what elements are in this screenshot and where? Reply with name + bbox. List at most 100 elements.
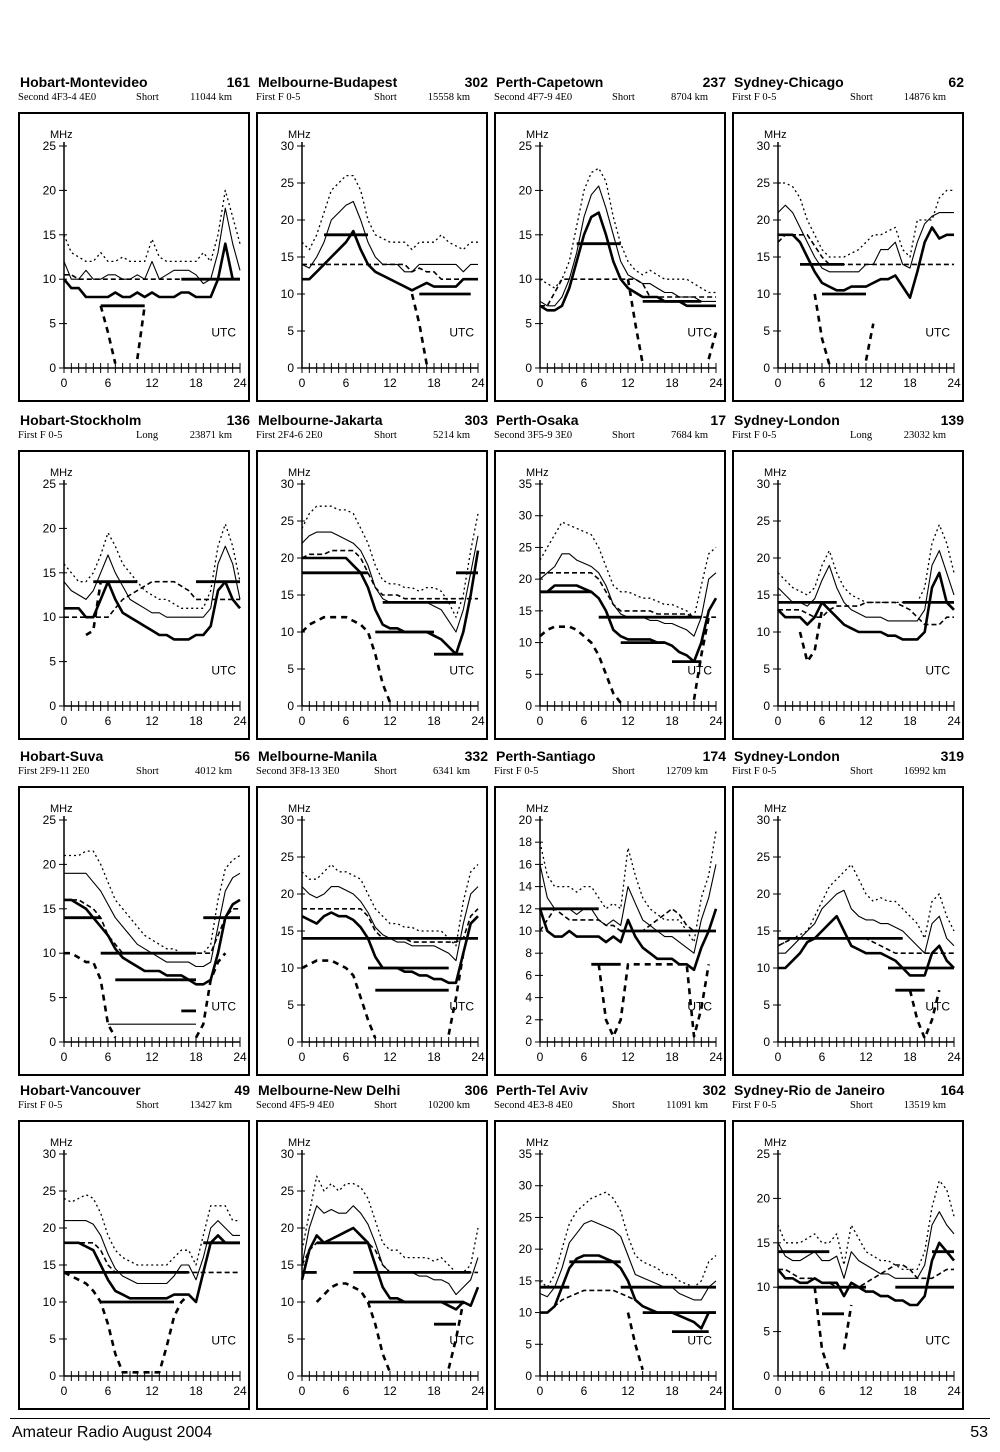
series-line-thin — [539, 1220, 717, 1301]
chart-mode: First 2F4-6 2E0 — [256, 430, 323, 441]
series-line-dashed — [778, 601, 954, 626]
series-line-thick — [538, 908, 718, 972]
y-tick-label: 16 — [519, 857, 533, 871]
chart-title: Hobart-Stockholm — [20, 412, 142, 428]
utc-label: UTC — [925, 999, 950, 1013]
chart-frame: 0 6 12 18 24 0 5 10 15 20 25 30 35 MHz UTC — [494, 1120, 726, 1410]
chart-frame: 0 6 12 18 24 0 5 10 15 20 25 30 MHz UTC — [256, 1120, 488, 1410]
x-tick-label: 24 — [709, 376, 723, 390]
chart-title: Hobart-Montevideo — [20, 74, 148, 90]
y-tick-label: 5 — [49, 655, 56, 669]
x-tick-label: 24 — [471, 1050, 485, 1064]
series-line-dashed — [302, 263, 478, 280]
y-tick-label: 20 — [43, 521, 57, 535]
footer-magazine: Amateur Radio August 2004 — [12, 1424, 213, 1441]
y-tick-label: 5 — [763, 662, 770, 676]
y-tick-label: 20 — [757, 213, 771, 227]
x-tick-label: 6 — [581, 1050, 588, 1064]
x-tick-label: 18 — [427, 1384, 441, 1398]
y-tick-label: 0 — [763, 361, 770, 375]
series-line-dashed-thick — [813, 293, 875, 365]
y-tick-label: 35 — [519, 477, 533, 491]
chart-frame: 0 6 12 18 24 0 5 10 15 20 25 30 MHz UTC — [256, 786, 488, 1076]
x-tick-label: 24 — [947, 1050, 961, 1064]
y-tick-label: 30 — [43, 1147, 57, 1161]
series-line-thick — [64, 1234, 240, 1304]
series-line-dashed-thick — [301, 952, 465, 1039]
x-tick-label: 6 — [819, 1050, 826, 1064]
series-line-thick — [776, 1241, 956, 1307]
chart-frame: 0 6 12 18 24 0 5 10 15 20 25 MHz UTC — [18, 450, 250, 740]
utc-label: UTC — [925, 1333, 950, 1347]
chart-header: Hobart-Montevideo 161 Second 4F3-4 4E0 Shor… — [18, 74, 252, 112]
y-axis-label: MHz — [288, 803, 311, 815]
series-line-dashed-thick — [539, 616, 710, 704]
y-tick-label: 25 — [757, 514, 771, 528]
chart-panel: Perth-Tel Aviv 302 Second 4E3-8 4E0 Short 11… — [494, 1082, 728, 1410]
series-line-dashed-thick — [301, 615, 392, 703]
y-tick-label: 0 — [763, 1369, 770, 1383]
y-axis-label: MHz — [288, 1137, 311, 1149]
x-tick-label: 6 — [105, 1050, 112, 1064]
x-tick-label: 12 — [145, 714, 159, 728]
utc-label: UTC — [211, 325, 236, 339]
utc-label: UTC — [687, 325, 712, 339]
x-tick-label: 24 — [947, 714, 961, 728]
x-tick-label: 6 — [581, 1384, 588, 1398]
chart-panel: Sydney-Chicago 62 First F 0-5 Short 14876 km… — [732, 74, 966, 402]
series-line-thick — [778, 226, 954, 299]
chart-header: Perth-Tel Aviv 302 Second 4E3-8 4E0 Short 11… — [494, 1082, 728, 1120]
utc-label: UTC — [925, 325, 950, 339]
series-line-thick — [539, 211, 716, 312]
series-line-thick — [300, 1226, 480, 1311]
x-tick-label: 24 — [471, 714, 485, 728]
x-tick-label: 0 — [775, 714, 782, 728]
y-tick-label: 25 — [281, 1184, 295, 1198]
chart-title: Hobart-Vancouver — [20, 1082, 141, 1098]
chart-mode: First F 0-5 — [732, 430, 777, 441]
series-line-dashed-thick — [315, 1282, 465, 1373]
chart-distance: 14876 km — [903, 92, 946, 103]
x-tick-label: 24 — [709, 1384, 723, 1398]
x-tick-label: 12 — [383, 714, 397, 728]
chart-sfi: 302 — [464, 74, 488, 90]
chart-path: Short — [612, 766, 635, 777]
series-line-dotted — [301, 505, 479, 618]
y-tick-label: 15 — [281, 250, 295, 264]
chart-path: Short — [612, 92, 635, 103]
x-tick-label: 18 — [665, 1050, 679, 1064]
chart-path: Short — [374, 92, 397, 103]
y-tick-label: 5 — [525, 1337, 532, 1351]
x-tick-label: 24 — [471, 1384, 485, 1398]
y-tick-label: 15 — [757, 588, 771, 602]
x-tick-label: 12 — [859, 1384, 873, 1398]
chart-sfi: 174 — [702, 748, 726, 764]
y-tick-label: 10 — [519, 636, 533, 650]
series-line-thin — [539, 553, 717, 637]
chart-path: Short — [612, 430, 635, 441]
x-tick-label: 18 — [427, 714, 441, 728]
y-tick-label: 25 — [43, 139, 57, 153]
y-axis-label: MHz — [764, 129, 787, 141]
y-tick-label: 20 — [757, 887, 771, 901]
utc-label: UTC — [211, 999, 236, 1013]
y-tick-label: 10 — [519, 272, 533, 286]
series-line-dotted — [777, 1179, 955, 1271]
y-tick-label: 20 — [43, 857, 57, 871]
chart-distance: 5214 km — [432, 430, 470, 441]
x-tick-label: 0 — [299, 1050, 306, 1064]
x-tick-label: 24 — [471, 376, 485, 390]
series-line-dashed — [301, 549, 478, 600]
y-tick-label: 5 — [49, 991, 56, 1005]
y-tick-label: 30 — [281, 813, 295, 827]
chart-panel: Hobart-Suva 56 First 2F9-11 2E0 Short 4012 k… — [18, 748, 252, 1076]
y-tick-label: 18 — [519, 835, 533, 849]
x-tick-label: 12 — [621, 376, 635, 390]
chart-path: Short — [374, 430, 397, 441]
y-tick-label: 10 — [281, 287, 295, 301]
